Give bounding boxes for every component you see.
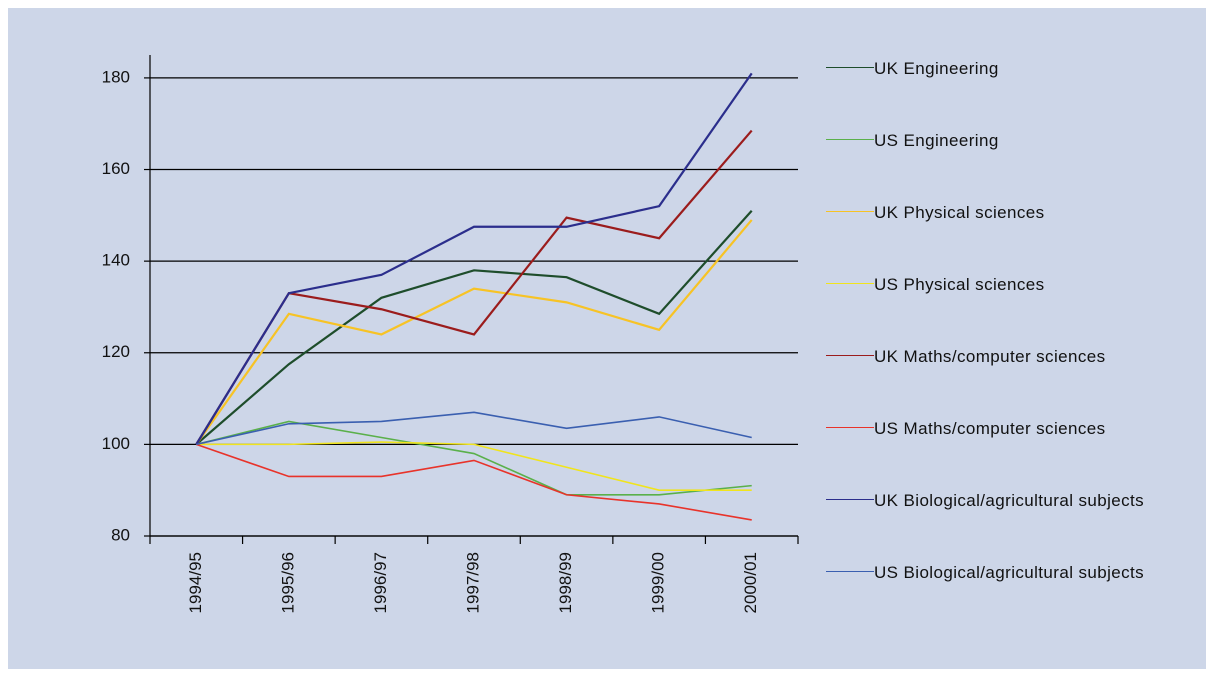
y-tick-label: 140 [102,251,130,270]
series-line [196,411,752,446]
x-tick-label: 1996/97 [371,552,390,613]
chart-panel [8,8,1206,669]
series-line [195,219,753,446]
legend-item: US Engineering [826,128,1154,153]
series-line [195,72,753,445]
legend-swatch [826,427,874,428]
legend-swatch [826,355,874,356]
legend-label: US Engineering [874,131,999,150]
legend-label: UK Maths/computer sciences [874,347,1106,366]
y-tick-label: 160 [102,159,130,178]
series-line [195,129,753,445]
legend-item: US Maths/computer sciences [826,416,1154,441]
x-tick-label: 1997/98 [463,552,482,613]
series-line [196,443,752,521]
legend-label: UK Biological/agricultural subjects [874,491,1145,510]
legend-swatch [826,211,874,212]
x-tick-label: 1994/95 [186,552,205,613]
x-tick-label: 1995/96 [278,552,297,613]
y-tick-label: 180 [102,67,130,86]
legend-swatch [826,283,874,284]
legend-label: US Maths/computer sciences [874,419,1106,438]
legend-item: UK Engineering [826,56,1154,81]
x-tick-label: 1999/00 [649,552,668,613]
y-tick-label: 120 [102,342,130,361]
series-line [195,210,753,446]
series-line [196,441,752,491]
x-tick-label: 1998/99 [556,552,575,613]
legend-label: UK Physical sciences [874,203,1045,222]
legend-swatch [826,571,874,572]
legend-swatch [826,499,874,500]
legend-swatch [826,67,874,68]
legend-item: UK Maths/computer sciences [826,344,1154,369]
series-line [196,420,752,496]
x-tick-label: 2000/01 [741,552,760,613]
y-tick-label: 100 [102,434,130,453]
legend-label: UK Engineering [874,59,999,78]
legend-label: US Physical sciences [874,275,1045,294]
legend-swatch [826,139,874,140]
legend-item: US Biological/agricultural subjects [826,560,1154,585]
legend-item: UK Physical sciences [826,200,1154,225]
legend-label: US Biological/agricultural subjects [874,563,1145,582]
legend-item: UK Biological/agricultural subjects [826,488,1154,513]
legend-item: US Physical sciences [826,272,1154,297]
y-tick-label: 80 [111,525,130,544]
